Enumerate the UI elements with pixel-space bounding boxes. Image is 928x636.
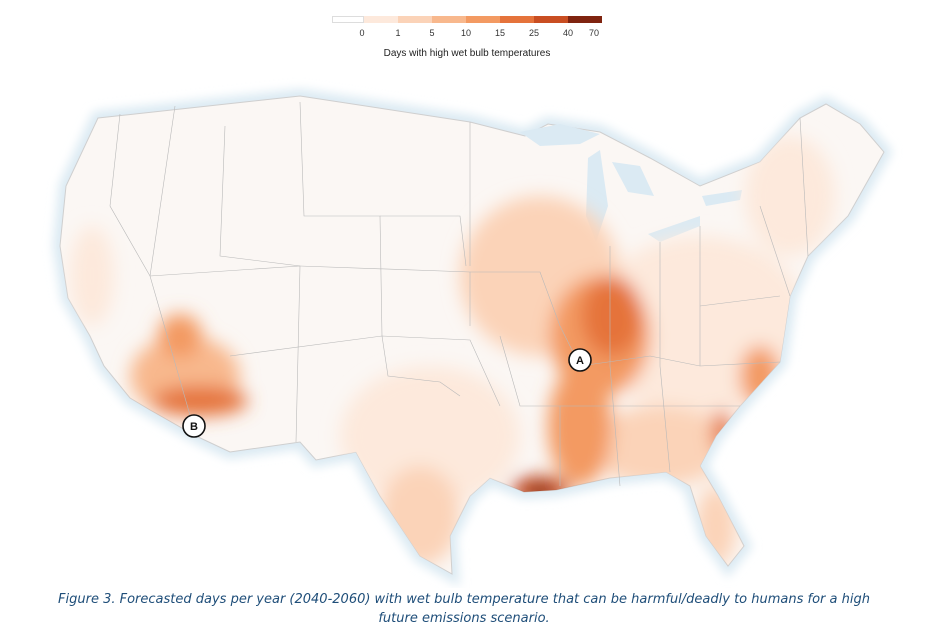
caption-line-1: Figure 3. Forecasted days per year (2040…	[58, 592, 870, 607]
legend-swatch-6	[534, 16, 568, 23]
legend-swatch-7	[568, 16, 602, 23]
region-central-valley	[70, 226, 114, 326]
legend-tick-3: 10	[460, 28, 471, 38]
region-northeast	[745, 136, 835, 256]
legend-swatch-4	[466, 16, 500, 23]
marker-b-label: B	[190, 421, 198, 433]
map: A B	[0, 66, 910, 588]
great-lakes	[520, 124, 742, 242]
region-mississippi-valley	[548, 366, 612, 486]
legend-tick-1: 1	[395, 28, 401, 38]
legend-tick-6: 40	[562, 28, 573, 38]
legend-tick-7: 70	[588, 28, 599, 38]
marker-b[interactable]: B	[182, 414, 206, 438]
region-southeast	[590, 406, 730, 486]
state-boundaries	[109, 101, 809, 487]
legend-swatch-2	[398, 16, 432, 23]
legend-tick-4: 15	[494, 28, 505, 38]
figure-caption: Figure 3. Forecasted days per year (2040…	[0, 590, 928, 628]
us-heat-map: A B	[52, 88, 893, 587]
marker-a[interactable]: A	[568, 348, 592, 372]
legend-swatch-3	[432, 16, 466, 23]
legend-swatch-1	[364, 16, 398, 23]
marker-a-label: A	[576, 355, 584, 367]
region-indiana-illinois	[582, 276, 642, 356]
legend: 0 1 5 10 15 25 40 70 Days with high wet …	[332, 16, 602, 64]
legend-swatch-0	[332, 16, 364, 23]
legend-tick-2: 5	[429, 28, 435, 38]
region-arizona-hotspot	[152, 386, 248, 416]
region-lower-colorado	[158, 314, 202, 358]
region-south-plains	[340, 366, 520, 506]
caption-line-2: future emissions scenario.	[378, 611, 550, 626]
legend-tick-5: 25	[528, 28, 539, 38]
legend-swatch-5	[500, 16, 534, 23]
legend-title: Days with high wet bulb temperatures	[383, 48, 551, 59]
legend-tick-0: 0	[359, 28, 365, 38]
